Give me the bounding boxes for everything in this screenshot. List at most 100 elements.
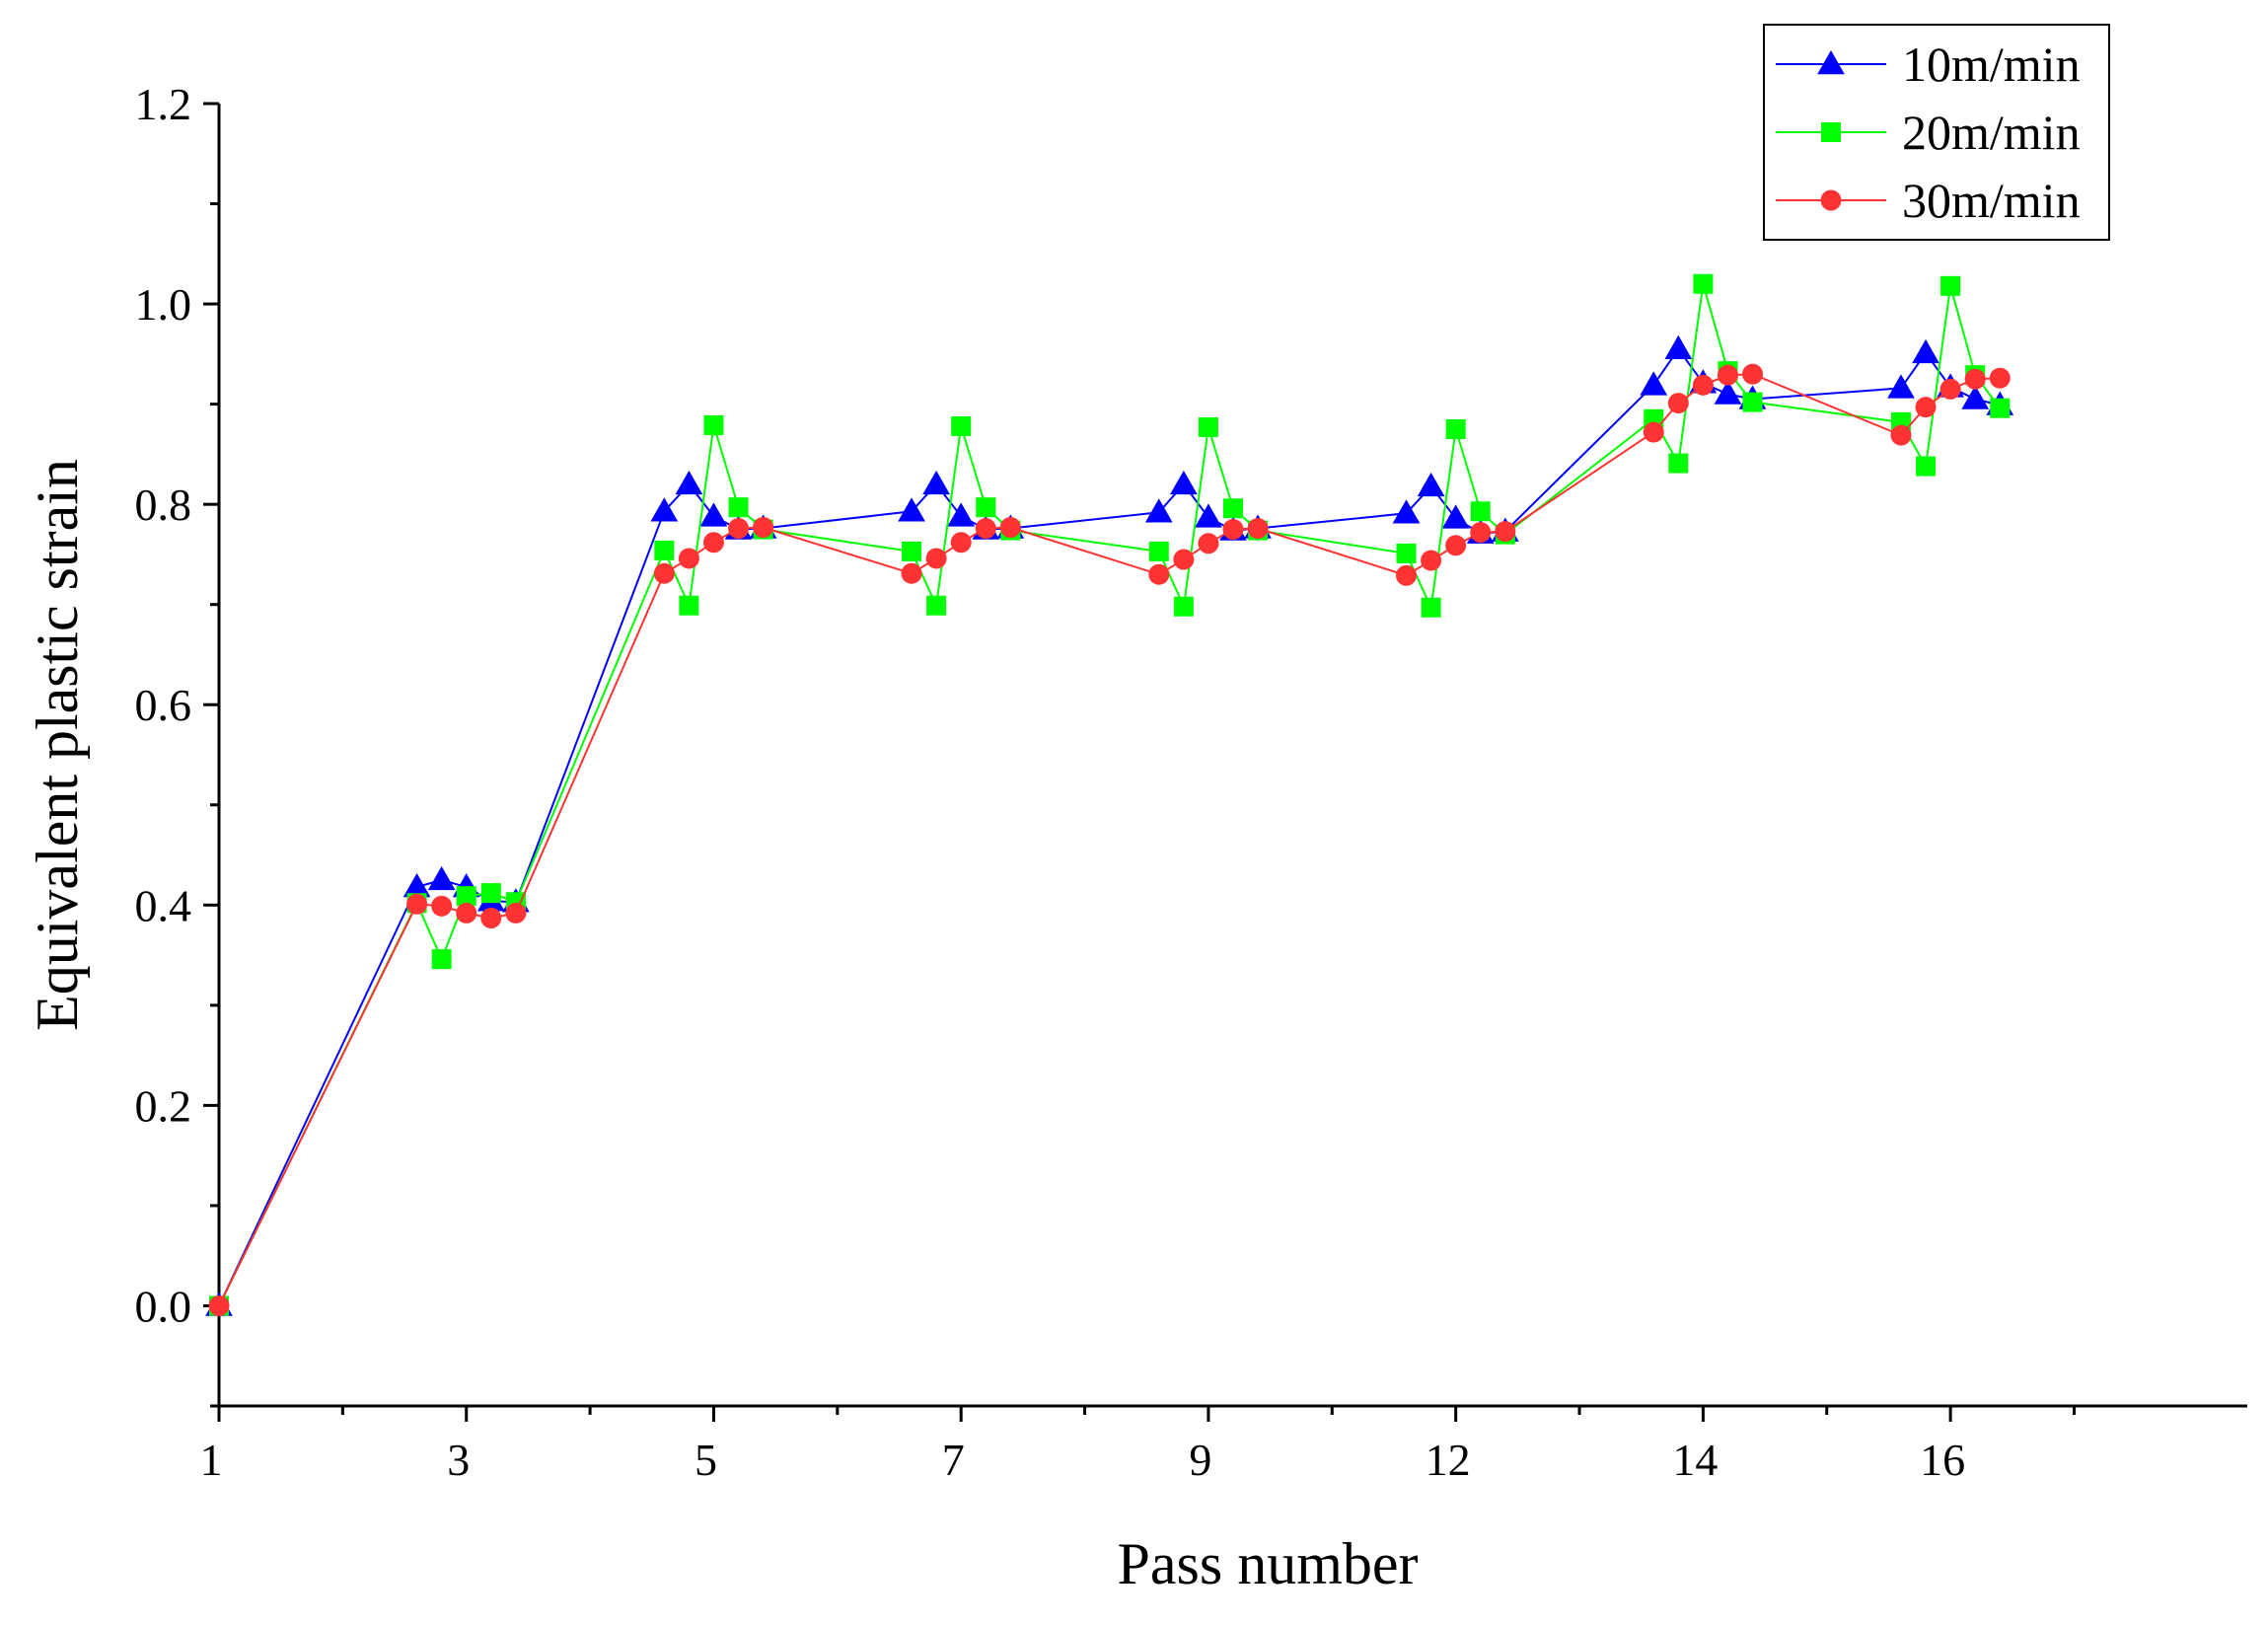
data-point (1173, 596, 1194, 617)
data-point (1742, 392, 1763, 412)
legend: 10m/min 20m/min 30m/min (1763, 24, 2110, 241)
data-point (753, 517, 774, 539)
data-point (1195, 503, 1222, 528)
data-point (1144, 498, 1173, 523)
data-point (898, 497, 925, 522)
legend-marker-square (1821, 122, 1841, 142)
data-point (208, 1294, 230, 1316)
data-point (480, 883, 501, 904)
series-10m/min (205, 334, 2014, 1316)
data-point (1742, 363, 1764, 385)
data-point (1470, 501, 1491, 522)
data-point (1396, 564, 1418, 586)
data-point (1445, 419, 1466, 439)
data-point (1421, 550, 1442, 571)
data-point (1643, 421, 1664, 443)
data-point (926, 595, 947, 616)
data-point (654, 540, 675, 560)
data-point (1989, 367, 2011, 389)
data-point (427, 865, 456, 891)
series-20m/min (209, 273, 2011, 1316)
data-point (650, 497, 679, 522)
data-point (950, 532, 972, 554)
data-point (431, 949, 452, 970)
series-layer (205, 273, 2014, 1316)
data-point (702, 532, 724, 554)
x-tick-label: 9 (1189, 1435, 1211, 1485)
data-point (1664, 334, 1693, 360)
data-point (728, 497, 749, 518)
data-point (505, 902, 527, 924)
data-point (975, 518, 996, 540)
series-line (218, 373, 2001, 1306)
data-point (1392, 499, 1421, 524)
data-point (679, 595, 699, 616)
data-point (1961, 385, 1990, 409)
data-point (1495, 521, 1516, 543)
data-point (480, 908, 502, 929)
series-30m/min (208, 363, 2011, 1316)
data-point (1667, 393, 1689, 414)
legend-label: 10m/min (1902, 37, 2081, 92)
data-point (456, 886, 476, 907)
x-tick-label: 5 (695, 1435, 717, 1485)
data-point (1714, 380, 1742, 405)
x-tick-label: 14 (1672, 1435, 1718, 1485)
data-point (902, 541, 922, 561)
series-line (218, 283, 2002, 1306)
data-point (1198, 416, 1218, 437)
data-point (1247, 518, 1269, 540)
data-point (1915, 397, 1937, 418)
x-tick-label: 7 (942, 1435, 965, 1485)
data-point (1912, 338, 1939, 364)
data-point (1198, 533, 1219, 554)
data-point (922, 470, 950, 495)
data-point (1223, 498, 1243, 519)
data-point (925, 548, 947, 569)
legend-marker-circle (1820, 189, 1842, 211)
data-point (999, 517, 1021, 539)
series-line (218, 347, 2001, 1306)
y-tick-label: 0.2 (135, 1080, 192, 1131)
legend-label: 20m/min (1902, 105, 2081, 160)
data-point (1916, 456, 1937, 477)
y-tick-label: 0.6 (135, 680, 192, 730)
data-point (1990, 398, 2011, 418)
data-point (1964, 368, 1986, 390)
y-axis-title: Equivalent plastic strain (25, 459, 90, 1031)
data-point (1421, 597, 1441, 618)
data-point (1887, 374, 1915, 399)
data-point (951, 415, 972, 436)
data-point (456, 902, 477, 924)
data-point (1668, 453, 1689, 474)
data-point (1470, 522, 1492, 544)
y-tick-label: 1.0 (135, 279, 192, 330)
data-point (1692, 374, 1714, 396)
data-point (1148, 563, 1170, 585)
data-point (406, 893, 428, 915)
data-point (976, 497, 996, 518)
axes: 0.0 0.2 0.4 0.6 0.8 1.0 1.2 1 3 5 7 9 12 14 16 (135, 79, 2247, 1485)
legend-marker-triangle (1817, 49, 1845, 75)
data-point (1222, 519, 1244, 541)
y-tick-label: 1.2 (135, 79, 192, 129)
data-point (1148, 541, 1169, 561)
y-tick-label: 0.4 (135, 880, 192, 930)
data-point (1396, 543, 1417, 563)
y-tick-label: 0.0 (135, 1281, 192, 1331)
data-point (1169, 470, 1198, 495)
x-tick-label: 16 (1920, 1435, 1965, 1485)
data-point (1940, 275, 1961, 296)
data-point (653, 562, 675, 584)
data-point (1717, 364, 1738, 386)
data-point (1441, 504, 1470, 529)
data-point (1890, 424, 1912, 446)
data-point (1640, 371, 1668, 396)
data-point (699, 502, 728, 527)
data-point (1693, 273, 1714, 294)
data-point (678, 548, 699, 569)
legend-label: 30m/min (1902, 173, 2081, 228)
data-point (1417, 472, 1445, 497)
data-point (703, 414, 724, 435)
